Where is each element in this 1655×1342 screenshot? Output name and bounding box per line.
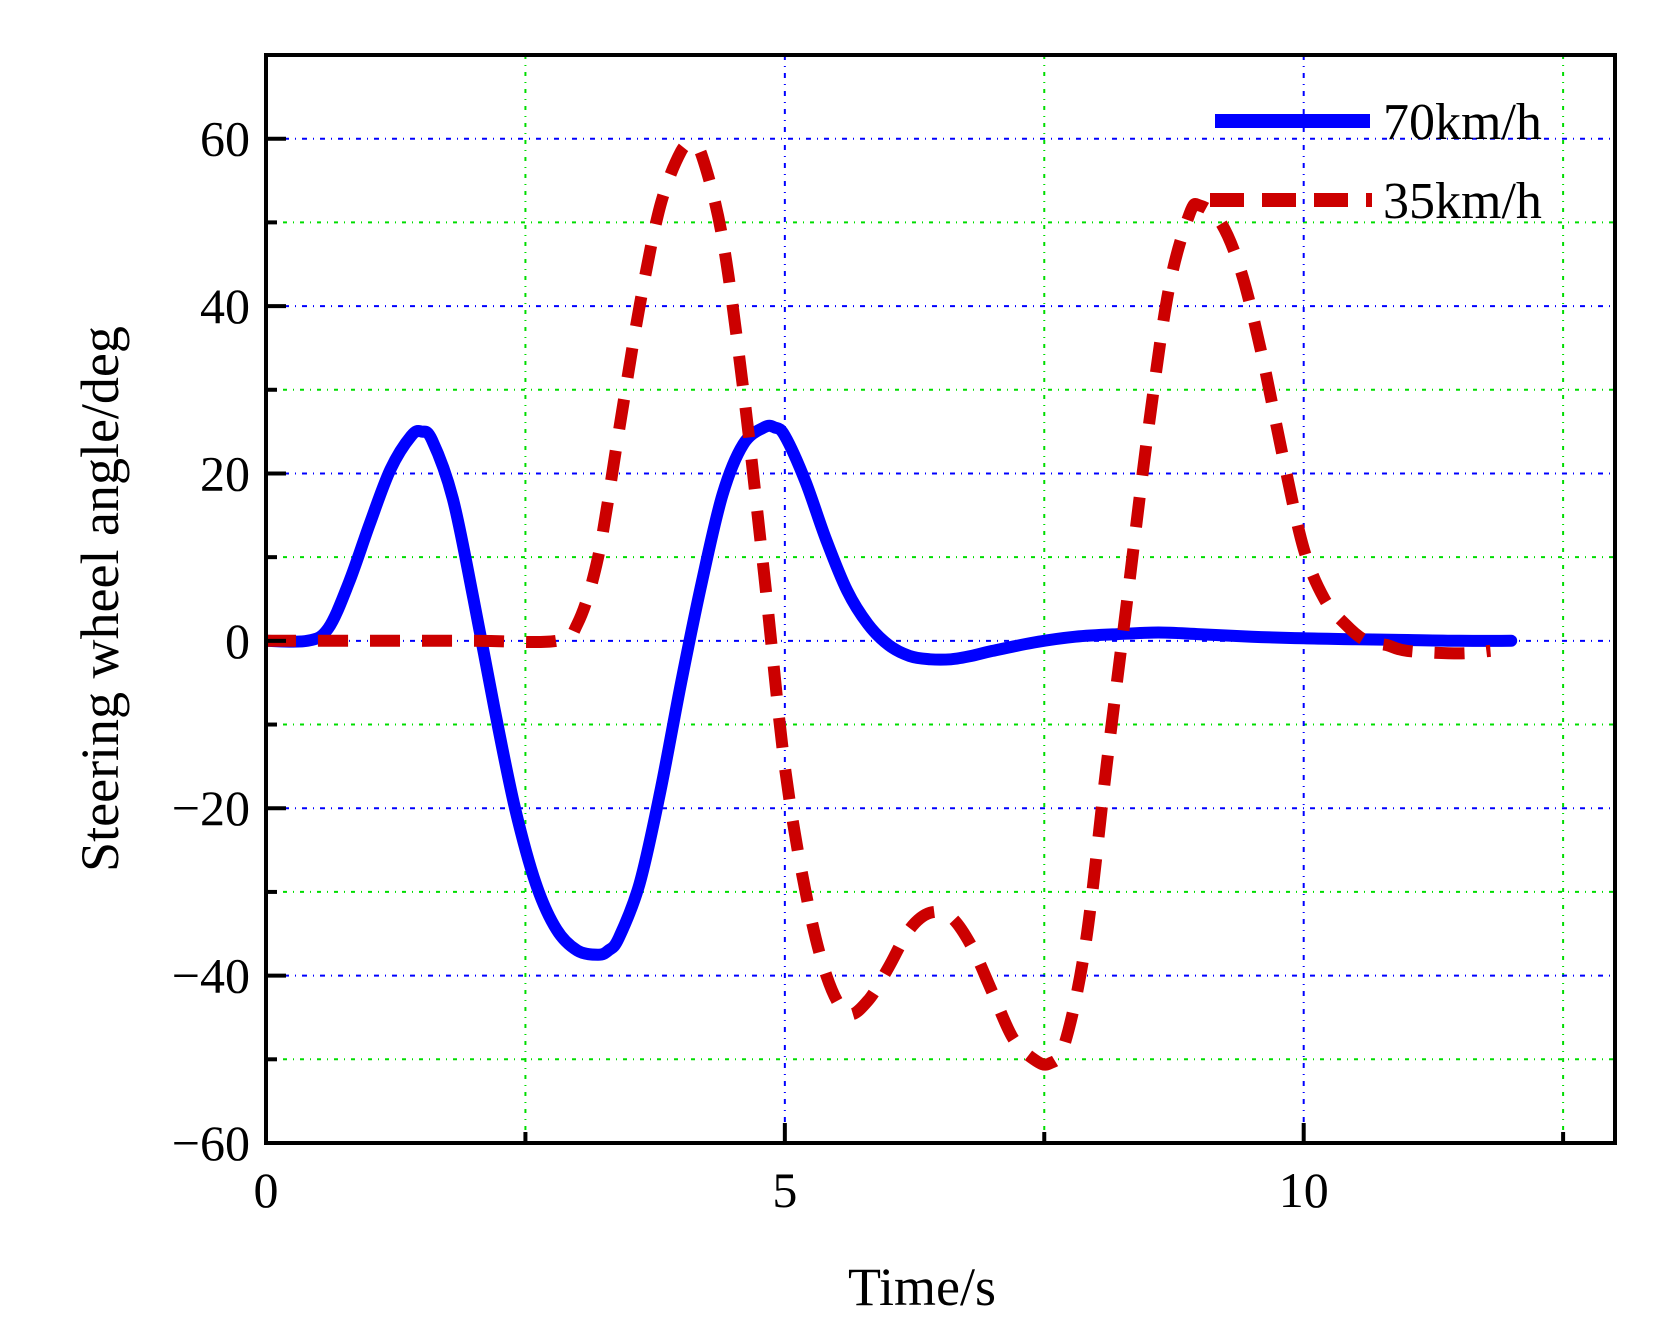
grid-lines (266, 55, 1615, 1143)
axis-ticks (264, 136, 1566, 1145)
y-tick-label: 20 (200, 445, 250, 501)
y-tick-label: −40 (172, 948, 250, 1004)
plot-frame (264, 53, 1617, 1145)
legend-label-70kmh: 70km/h (1383, 94, 1542, 151)
series-line-35kmh (266, 139, 1492, 1071)
x-tick-labels: 0 5 10 (254, 1162, 1329, 1218)
x-axis-title: Time/s (848, 1257, 996, 1317)
x-tick-label: 10 (1279, 1162, 1329, 1218)
x-tick-label: 5 (772, 1162, 797, 1218)
y-tick-label: 40 (200, 278, 250, 334)
y-tick-label: −20 (172, 780, 250, 836)
y-tick-labels: −60 −40 −20 0 20 40 60 (172, 111, 250, 1171)
y-tick-label: 60 (200, 111, 250, 167)
legend: 70km/h 35km/h (1210, 94, 1542, 230)
x-tick-label: 0 (254, 1162, 279, 1218)
y-axis-title: Steering wheel angle/deg (70, 326, 130, 872)
y-tick-label: 0 (225, 613, 250, 669)
y-tick-label: −60 (172, 1115, 250, 1171)
series-lines (266, 139, 1518, 1071)
series-line-70kmh (266, 419, 1518, 961)
legend-label-35kmh: 35km/h (1383, 173, 1542, 230)
